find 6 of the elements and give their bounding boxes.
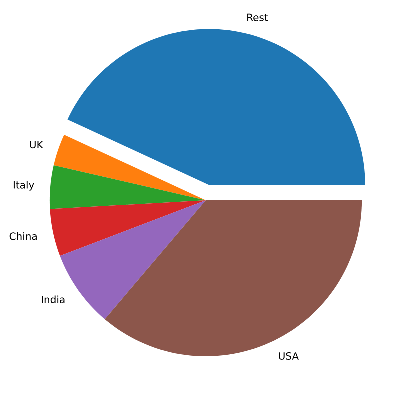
slice-label: Rest: [248, 14, 268, 22]
slice-label: Italy: [14, 181, 34, 191]
slice-label: China: [10, 232, 37, 240]
slice-label: USA: [279, 352, 299, 360]
slice-label: UK: [30, 141, 44, 149]
slice-label: India: [42, 296, 65, 304]
